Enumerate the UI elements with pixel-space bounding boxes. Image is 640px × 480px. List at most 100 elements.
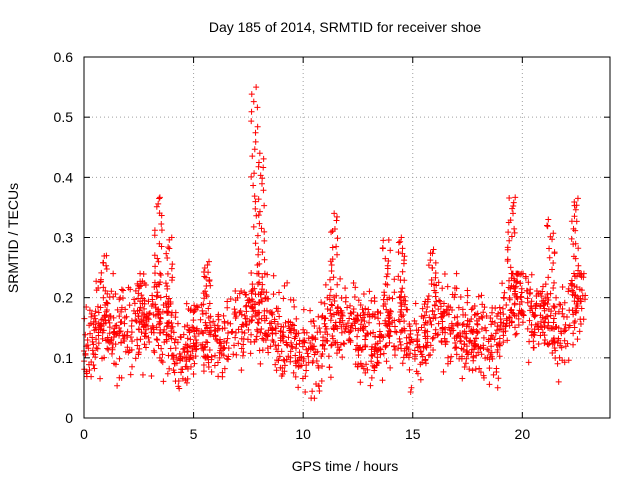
data-point bbox=[376, 320, 383, 327]
data-point bbox=[164, 254, 171, 261]
data-point bbox=[473, 352, 480, 359]
data-point bbox=[207, 327, 214, 334]
data-point bbox=[175, 377, 182, 384]
data-point bbox=[156, 354, 163, 361]
data-point bbox=[309, 388, 316, 395]
data-point bbox=[471, 303, 478, 310]
data-point bbox=[439, 329, 446, 336]
data-point bbox=[490, 371, 497, 378]
data-point bbox=[447, 304, 454, 311]
data-point bbox=[500, 320, 507, 327]
data-point bbox=[128, 346, 135, 353]
data-point bbox=[248, 108, 255, 115]
data-point bbox=[577, 320, 584, 327]
data-point bbox=[344, 320, 351, 327]
data-point bbox=[279, 335, 286, 342]
data-point bbox=[114, 382, 121, 389]
data-point bbox=[524, 295, 531, 302]
data-point bbox=[288, 339, 295, 346]
data-point bbox=[525, 279, 532, 286]
data-point bbox=[150, 326, 157, 333]
data-point bbox=[549, 266, 556, 273]
data-point bbox=[168, 335, 175, 342]
data-point bbox=[155, 311, 162, 318]
data-point bbox=[507, 264, 514, 271]
data-point bbox=[97, 375, 104, 382]
data-point bbox=[236, 290, 243, 297]
data-point bbox=[227, 296, 234, 303]
data-point bbox=[190, 324, 197, 331]
data-point bbox=[537, 290, 544, 297]
data-point bbox=[190, 371, 197, 378]
data-point bbox=[407, 388, 414, 395]
data-point bbox=[278, 373, 285, 380]
data-point bbox=[531, 332, 538, 339]
axes bbox=[83, 56, 611, 419]
data-point bbox=[537, 302, 544, 309]
data-point bbox=[488, 332, 495, 339]
data-point bbox=[92, 324, 99, 331]
data-point bbox=[254, 104, 261, 111]
data-point bbox=[474, 330, 481, 337]
data-point bbox=[101, 312, 108, 319]
data-point bbox=[511, 229, 518, 236]
data-point bbox=[435, 306, 442, 313]
data-point bbox=[424, 319, 431, 326]
data-point bbox=[138, 316, 145, 323]
data-point bbox=[572, 240, 579, 247]
data-point bbox=[374, 308, 381, 315]
data-point bbox=[441, 309, 448, 316]
data-point bbox=[572, 292, 579, 299]
data-point bbox=[172, 336, 179, 343]
data-point bbox=[469, 346, 476, 353]
data-point bbox=[528, 271, 535, 278]
data-point bbox=[231, 342, 238, 349]
data-point bbox=[92, 308, 99, 315]
data-point bbox=[164, 331, 171, 338]
data-point bbox=[151, 232, 158, 239]
data-point bbox=[138, 292, 145, 299]
data-point bbox=[270, 272, 277, 279]
data-point bbox=[396, 294, 403, 301]
data-point bbox=[87, 330, 94, 337]
data-point bbox=[435, 331, 442, 338]
data-point bbox=[135, 313, 142, 320]
data-point bbox=[288, 343, 295, 350]
data-point bbox=[225, 356, 232, 363]
data-point bbox=[157, 270, 164, 277]
data-point bbox=[559, 305, 566, 312]
data-point bbox=[519, 319, 526, 326]
data-point bbox=[570, 270, 577, 277]
data-point bbox=[577, 295, 584, 302]
data-point bbox=[473, 335, 480, 342]
data-point bbox=[200, 353, 207, 360]
y-tick-label: 0 bbox=[65, 410, 73, 426]
data-point bbox=[550, 337, 557, 344]
data-point bbox=[161, 326, 168, 333]
data-point bbox=[544, 322, 551, 329]
data-point bbox=[347, 324, 354, 331]
data-point bbox=[157, 294, 164, 301]
data-point bbox=[187, 343, 194, 350]
data-point bbox=[372, 333, 379, 340]
data-point bbox=[332, 322, 339, 329]
data-point bbox=[345, 337, 352, 344]
data-point bbox=[454, 313, 461, 320]
data-point bbox=[300, 306, 307, 313]
data-point bbox=[214, 337, 221, 344]
data-point bbox=[539, 314, 546, 321]
data-point bbox=[540, 283, 547, 290]
data-point bbox=[254, 319, 261, 326]
data-point bbox=[315, 362, 322, 369]
data-point bbox=[461, 363, 468, 370]
data-point bbox=[289, 321, 296, 328]
data-point bbox=[99, 316, 106, 323]
data-point bbox=[397, 329, 404, 336]
data-point bbox=[570, 330, 577, 337]
data-point bbox=[527, 286, 534, 293]
data-point bbox=[95, 340, 102, 347]
data-point bbox=[328, 342, 335, 349]
data-point bbox=[340, 340, 347, 347]
data-point bbox=[391, 342, 398, 349]
data-point bbox=[486, 365, 493, 372]
